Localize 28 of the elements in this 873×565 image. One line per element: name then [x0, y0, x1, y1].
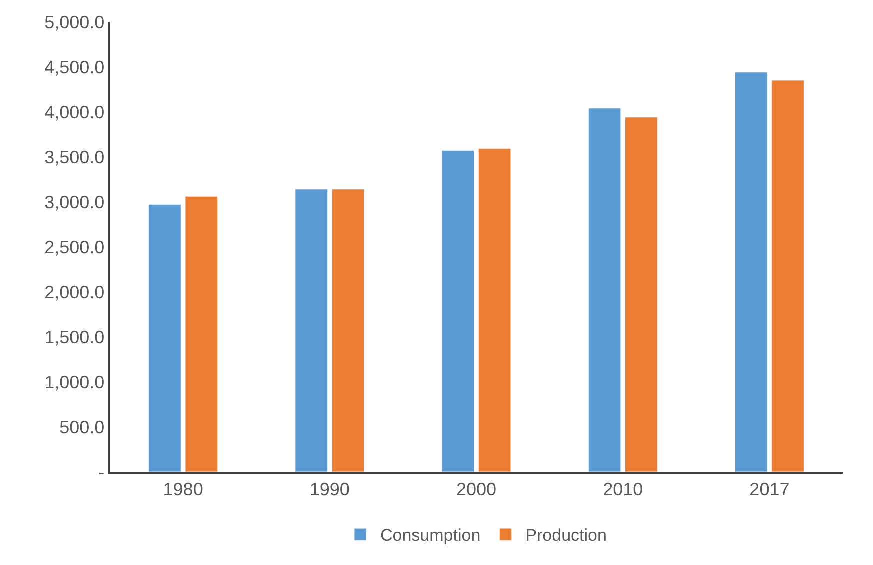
x-tick-label: 2000 [456, 479, 497, 500]
bar [295, 189, 328, 472]
x-tick-label: 2017 [750, 479, 790, 500]
y-tick-label: 3,000.0 [44, 192, 105, 212]
y-tick-label: 4,500.0 [44, 57, 105, 78]
y-tick-label: 500.0 [60, 417, 105, 438]
y-tick-label: 1,000.0 [44, 372, 105, 392]
legend-label: Production [526, 526, 607, 546]
bar [625, 117, 658, 472]
bar [478, 148, 512, 472]
bar [772, 80, 804, 472]
y-tick-label: 5,000.0 [44, 12, 105, 32]
legend-label: Consumption [380, 526, 481, 546]
y-tick-label: - [98, 462, 105, 482]
y-tick-label: 2,000.0 [44, 282, 105, 302]
y-tick-label: 2,500.0 [44, 237, 105, 258]
bar [185, 196, 218, 472]
y-tick-label: 1,500.0 [44, 327, 105, 348]
y-tick-label: 4,000.0 [44, 102, 105, 122]
bar [588, 108, 622, 472]
x-tick-label: 2010 [603, 479, 644, 500]
x-tick-label: 1980 [163, 479, 204, 500]
bar [148, 204, 182, 472]
bar [442, 150, 475, 472]
x-tick-label: 1990 [310, 479, 350, 500]
bar [332, 189, 365, 472]
y-tick-label: 3,500.0 [44, 147, 105, 168]
bar [735, 72, 768, 472]
